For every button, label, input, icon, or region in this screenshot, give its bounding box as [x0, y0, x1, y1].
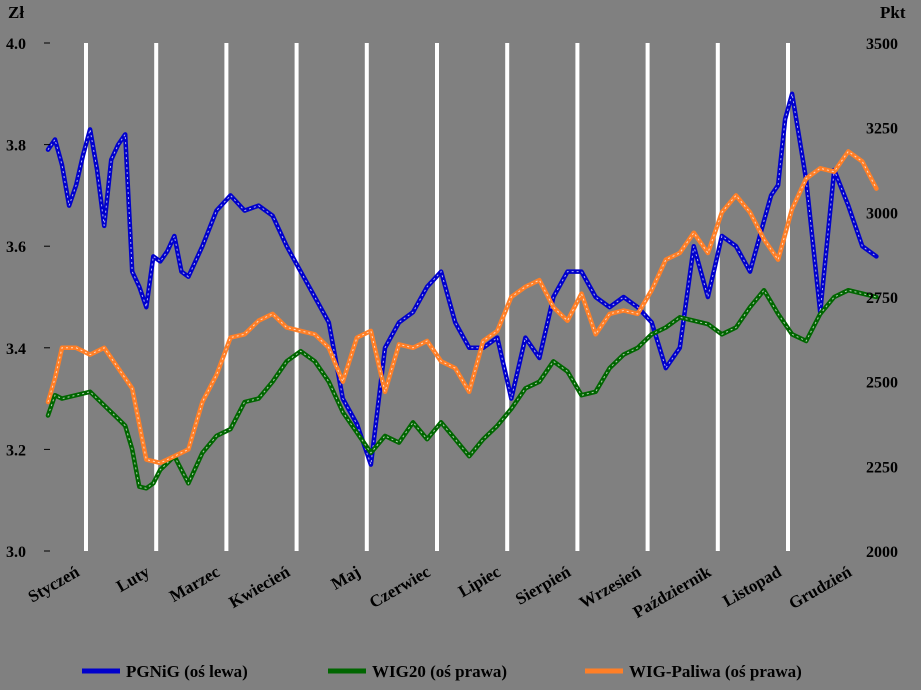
- right-axis-unit: Pkt: [880, 3, 906, 22]
- right-axis-tick-label: 3250: [866, 121, 898, 138]
- right-axis-tick-label: 2250: [866, 459, 898, 476]
- legend-label: WIG-Paliwa (oś prawa): [629, 662, 802, 681]
- axis-layer: Zł Pkt 3.0 3.2 3.4 3.6 3.8 4.0 2000 2250 2500 275…: [6, 3, 906, 622]
- x-axis-month-label: Luty: [113, 562, 153, 596]
- x-axis-month-label: Maj: [328, 562, 364, 594]
- series-line-1: [45, 91, 879, 467]
- left-axis-tick-label: 3.0: [6, 544, 26, 561]
- left-axis-tick-label: 3.4: [6, 341, 26, 358]
- x-axis-month-label: Lipiec: [455, 562, 504, 601]
- x-axis-month-label: Październik: [630, 562, 715, 622]
- left-axis-tick-label: 4.0: [6, 36, 26, 53]
- series-line-highlight-1: [47, 93, 877, 465]
- right-axis-tick-label: 3500: [866, 36, 898, 53]
- x-axis-month-label: Grudzień: [786, 562, 856, 613]
- series-line-highlight-3: [47, 150, 877, 464]
- right-axis-tick-label: 2750: [866, 290, 898, 307]
- right-axis-tick-label: 3000: [866, 205, 898, 222]
- x-axis-month-label: Styczeń: [25, 562, 83, 607]
- left-axis-unit: Zł: [8, 3, 24, 22]
- right-axis-tick-label: 2000: [866, 544, 898, 561]
- legend: PGNiG (oś lewa) WIG20 (oś prawa) WIG-Paliw…: [82, 662, 802, 681]
- x-axis-month-label: Marzec: [166, 562, 223, 606]
- left-axis-tick-label: 3.2: [6, 442, 26, 459]
- legend-label: PGNiG (oś lewa): [126, 662, 248, 681]
- x-axis-month-label: Listopad: [719, 562, 785, 611]
- x-axis-month-label: Sierpień: [512, 562, 574, 609]
- series-layer: [45, 91, 879, 491]
- left-axis-tick-label: 3.6: [6, 239, 26, 256]
- legend-label: WIG20 (oś prawa): [372, 662, 507, 681]
- x-axis-month-label: Czerwiec: [366, 562, 434, 612]
- x-axis-month-label: Kwiecień: [226, 562, 294, 612]
- series-line-highlight-2: [47, 289, 877, 489]
- left-axis-tick-label: 3.8: [6, 138, 26, 155]
- right-axis-tick-label: 2500: [866, 375, 898, 392]
